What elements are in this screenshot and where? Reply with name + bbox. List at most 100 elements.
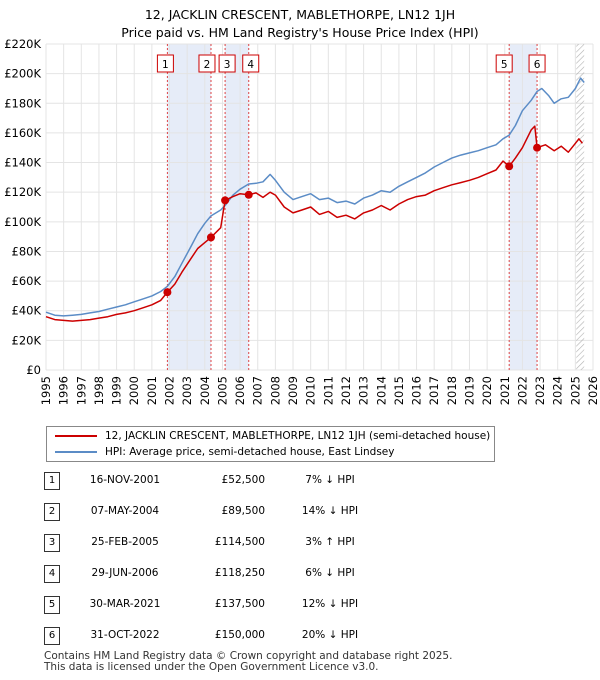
x-tick-label: 1995 <box>39 376 53 405</box>
chart-subtitle: Price paid vs. HM Land Registry's House … <box>121 25 479 40</box>
sale-point <box>221 196 230 205</box>
legend-item-property: 12, JACKLIN CRESCENT, MABLETHORPE, LN12 … <box>55 428 490 444</box>
sale-marker-label: 5 <box>501 59 508 71</box>
x-tick-label: 2006 <box>233 376 247 405</box>
y-tick-label: £80K <box>12 244 42 258</box>
legend-label-property: 12, JACKLIN CRESCENT, MABLETHORPE, LN12 … <box>105 430 491 442</box>
x-tick-label: 2015 <box>392 376 406 405</box>
x-tick-label: 2003 <box>180 376 194 405</box>
sale-period-shade <box>167 44 211 370</box>
sale-price: £118,250 <box>214 567 265 579</box>
x-tick-label: 2023 <box>533 376 547 405</box>
attribution-footer: Contains HM Land Registry data © Crown c… <box>44 651 452 673</box>
sale-marker-label: 1 <box>162 59 169 71</box>
table-row: 5 30-MAR-2021 £137,500 12% ↓ HPI <box>40 594 420 618</box>
x-tick-label: 2013 <box>357 376 371 405</box>
y-tick-label: £20K <box>12 333 42 347</box>
x-tick-label: 2025 <box>568 376 582 405</box>
y-tick-label: £200K <box>4 67 41 81</box>
y-tick-label: £140K <box>4 156 41 170</box>
sale-number-badge: 2 <box>44 503 60 521</box>
price-chart: 1 2 3 4 5 6 £0 £20K £40K £60K £80K £100K £120K £140K… <box>4 37 600 405</box>
sale-point <box>505 162 514 171</box>
forecast-hatch <box>576 44 585 370</box>
x-tick-label: 2019 <box>462 376 476 405</box>
sale-marker-box <box>198 54 216 73</box>
x-tick-label: 1996 <box>57 376 71 405</box>
x-tick-label: 2000 <box>127 376 141 405</box>
y-tick-label: £60K <box>12 274 42 288</box>
sale-price: £150,000 <box>214 629 265 641</box>
sale-date: 25-FEB-2005 <box>91 536 159 548</box>
sale-price: £114,500 <box>214 536 265 548</box>
sale-point <box>244 190 253 199</box>
sale-marker-box <box>528 54 546 73</box>
sale-marker-box <box>156 54 174 73</box>
sale-hpi-diff: 12% ↓ HPI <box>301 598 359 610</box>
sale-marker-box <box>242 54 260 73</box>
x-tick-label: 2022 <box>515 376 529 405</box>
sale-marker-label: 3 <box>224 59 231 71</box>
sale-date: 16-NOV-2001 <box>89 474 161 486</box>
table-row: 6 31-OCT-2022 £150,000 20% ↓ HPI <box>40 625 420 649</box>
sale-date: 30-MAR-2021 <box>89 598 161 610</box>
y-tick-label: £220K <box>4 37 41 51</box>
x-tick-label: 2024 <box>551 376 565 405</box>
sale-marker-label: 4 <box>247 59 254 71</box>
x-tick-label: 2001 <box>145 376 159 405</box>
table-row: 2 07-MAY-2004 £89,500 14% ↓ HPI <box>40 501 420 525</box>
x-tick-label: 1998 <box>92 376 106 405</box>
x-tick-label: 2012 <box>339 376 353 405</box>
x-tick-label: 2005 <box>215 376 229 405</box>
sale-price: £137,500 <box>214 598 265 610</box>
chart-title-block: 12, JACKLIN CRESCENT, MABLETHORPE, LN12 … <box>0 6 600 42</box>
sale-hpi-diff: 6% ↓ HPI <box>305 567 355 579</box>
sale-period-shade <box>509 44 538 370</box>
x-tick-label: 2020 <box>480 376 494 405</box>
sale-point <box>206 233 215 242</box>
y-tick-label: £40K <box>12 304 42 318</box>
copyright-line: Contains HM Land Registry data © Crown c… <box>44 650 453 662</box>
x-tick-label: 2008 <box>268 376 282 405</box>
chart-title: 12, JACKLIN CRESCENT, MABLETHORPE, LN12 … <box>144 7 456 22</box>
table-row: 4 29-JUN-2006 £118,250 6% ↓ HPI <box>40 563 420 587</box>
x-tick-label: 2014 <box>374 376 388 405</box>
x-tick-label: 2021 <box>498 376 512 405</box>
sale-point <box>533 143 542 152</box>
sale-number-badge: 5 <box>44 596 60 614</box>
sale-price: £89,500 <box>221 505 265 517</box>
legend-label-hpi: HPI: Average price, semi-detached house,… <box>105 446 395 458</box>
y-tick-label: £100K <box>4 215 41 229</box>
x-tick-label: 2018 <box>445 376 459 405</box>
x-tick-label: 1999 <box>110 376 124 405</box>
x-tick-label: 2017 <box>427 376 441 405</box>
sale-hpi-diff: 7% ↓ HPI <box>305 474 355 486</box>
table-row: 3 25-FEB-2005 £114,500 3% ↑ HPI <box>40 532 420 556</box>
sale-date: 31-OCT-2022 <box>90 629 160 641</box>
x-tick-label: 2004 <box>198 376 212 405</box>
property-price-line <box>45 125 583 322</box>
sale-price: £52,500 <box>221 474 265 486</box>
sale-marker-box <box>218 54 236 73</box>
chart-legend: 12, JACKLIN CRESCENT, MABLETHORPE, LN12 … <box>46 426 495 462</box>
sale-date: 07-MAY-2004 <box>90 505 160 517</box>
sale-hpi-diff: 20% ↓ HPI <box>301 629 359 641</box>
sale-number-badge: 3 <box>44 534 60 552</box>
sale-period-shade <box>225 44 249 370</box>
plot-background <box>46 44 593 370</box>
hpi-line <box>45 77 585 317</box>
legend-swatch-property <box>55 435 97 437</box>
x-tick-label: 2026 <box>586 376 600 405</box>
x-tick-label: 2011 <box>321 376 335 405</box>
sale-marker-label: 2 <box>204 59 211 71</box>
x-tick-label: 2007 <box>251 376 265 405</box>
x-tick-label: 2016 <box>410 376 424 405</box>
legend-item-hpi: HPI: Average price, semi-detached house,… <box>55 444 394 460</box>
y-tick-label: £120K <box>4 185 41 199</box>
sale-marker-label: 6 <box>534 59 541 71</box>
x-tick-label: 2009 <box>286 376 300 405</box>
licence-line: This data is licensed under the Open Gov… <box>44 661 379 673</box>
y-tick-label: £180K <box>4 96 41 110</box>
y-tick-label: £160K <box>4 126 41 140</box>
sale-hpi-diff: 3% ↑ HPI <box>305 536 355 548</box>
